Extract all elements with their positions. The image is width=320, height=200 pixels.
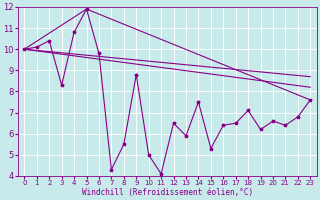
X-axis label: Windchill (Refroidissement éolien,°C): Windchill (Refroidissement éolien,°C)	[82, 188, 253, 197]
